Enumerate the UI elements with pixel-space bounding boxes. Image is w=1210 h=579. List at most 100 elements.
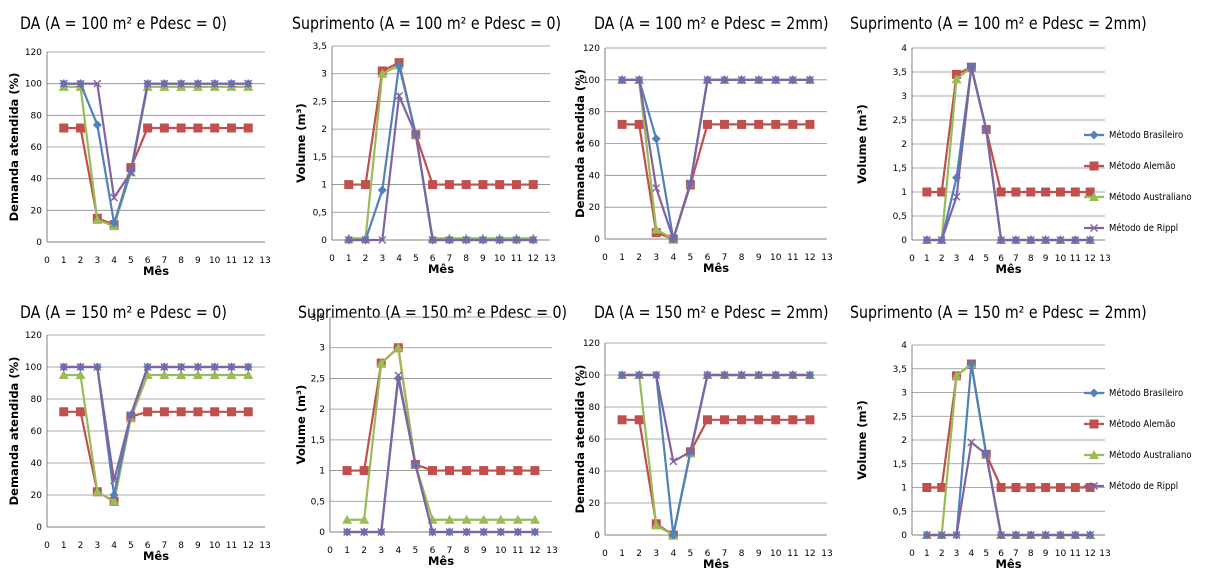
x-axis-label: Mês: [703, 261, 729, 275]
series-triangle: [617, 370, 815, 539]
series-diamond: [922, 62, 1095, 245]
x-tick-label: 11: [1070, 549, 1081, 559]
legend-marker: [1089, 130, 1099, 140]
x-tick-label: 7: [162, 256, 168, 266]
x-axis-label: Mês: [995, 557, 1021, 571]
y-tick-label: 120: [25, 48, 42, 58]
legend-marker: [1089, 388, 1099, 398]
series-line: [348, 65, 534, 242]
legend-label: Método Australiano: [1109, 191, 1192, 203]
x-tick-label: 6: [998, 549, 1004, 559]
x-tick-label: 8: [178, 541, 184, 551]
data-point: [618, 371, 627, 379]
y-tick-label: 0: [594, 531, 600, 541]
chart-plot: 00,511,522,533,50 1 2 3 4 5 6 7 8 9 10 11 12 13MêsVol…: [294, 42, 556, 276]
data-point: [210, 79, 219, 88]
data-point: [160, 363, 169, 371]
data-point: [1026, 187, 1036, 197]
series-x: [59, 363, 253, 485]
y-tick-label: 2,5: [311, 374, 325, 384]
data-point: [1041, 483, 1051, 492]
data-point: [788, 75, 797, 84]
x-tick-label: 11: [226, 256, 237, 266]
y-axis-label: Volume (m³): [294, 103, 308, 183]
data-point: [1041, 236, 1050, 244]
data-point: [411, 130, 420, 139]
legend-label: Método Brasileiro: [1109, 387, 1184, 399]
data-point: [428, 236, 437, 244]
y-tick-label: 120: [583, 339, 600, 349]
data-point: [92, 214, 103, 224]
series-square: [617, 119, 815, 244]
x-tick-label: 5: [413, 546, 419, 556]
data-point: [444, 514, 455, 524]
x-tick-label: 13: [1099, 254, 1110, 264]
data-point: [159, 407, 169, 417]
x-tick-label: 6: [705, 253, 711, 263]
data-point: [59, 363, 68, 371]
chart-plot: 00,511,522,533,50 1 2 3 4 5 6 7 8 9 10 11 12 13MêsVol…: [294, 313, 558, 568]
data-point: [428, 180, 438, 190]
x-tick-label: 3: [954, 549, 960, 559]
y-tick-label: 0,5: [893, 212, 907, 222]
legend-marker-australiano-icon: [1084, 450, 1104, 459]
legend-marker-australiano-icon: [1084, 192, 1104, 201]
data-point: [126, 168, 135, 177]
y-axis-label: Demanda atendida (%): [7, 73, 21, 222]
data-point: [967, 63, 976, 72]
x-tick-label: 9: [756, 549, 762, 559]
data-point: [462, 466, 472, 476]
x-tick-label: 11: [511, 254, 522, 264]
legend-marker-brasileiro-icon: [1084, 388, 1104, 398]
chart-plot: 00,511,522,533,540 1 2 3 4 5 6 7 8 9 10 11 12 13MêsVo…: [855, 44, 1111, 276]
data-point: [159, 370, 170, 379]
legend-label: Método de Rippl: [1109, 222, 1179, 234]
y-tick-label: 40: [31, 175, 43, 185]
legend-marker: [1089, 450, 1099, 459]
x-tick-label: 11: [226, 541, 237, 551]
chart-title: DA (A = 150 m² e Pdesc = 0): [20, 303, 227, 322]
data-point: [720, 119, 730, 129]
y-tick-label: 20: [589, 499, 601, 509]
y-tick-label: 1: [901, 484, 907, 494]
chart-title: DA (A = 100 m² e Pdesc = 0): [20, 14, 227, 33]
y-tick-label: 0,5: [311, 497, 325, 507]
x-tick-label: 13: [259, 256, 270, 266]
x-tick-label: 2: [363, 254, 369, 264]
chart-plot: 00,511,522,533,540 1 2 3 4 5 6 7 8 9 10 11 12 13MêsVo…: [855, 341, 1111, 571]
x-tick-label: 13: [259, 541, 270, 551]
data-point: [394, 371, 403, 380]
x-tick-label: 8: [1028, 254, 1034, 264]
x-tick-label: 10: [770, 549, 782, 559]
y-tick-label: 3,5: [893, 68, 907, 78]
y-tick-label: 1: [901, 188, 907, 198]
data-point: [461, 180, 471, 190]
chart-title: Suprimento (A = 100 m² e Pdesc = 0): [292, 14, 562, 33]
x-tick-label: 12: [804, 549, 815, 559]
data-point: [59, 407, 69, 417]
legend-item: Método Australiano: [1083, 190, 1206, 204]
y-tick-label: 3: [901, 92, 907, 102]
data-point: [634, 119, 644, 129]
legend-item: Método Brasileiro: [1083, 128, 1196, 142]
series-triangle: [617, 74, 815, 243]
x-tick-label: 4: [111, 256, 117, 266]
x-tick-label: 0: [329, 254, 335, 264]
x-tick-label: 3: [954, 254, 960, 264]
legend-item: Método Alemão: [1083, 159, 1187, 173]
chart-title: Suprimento (A = 150 m² e Pdesc = 2mm): [850, 303, 1147, 322]
data-point: [530, 528, 539, 536]
y-tick-label: 1,5: [311, 436, 325, 446]
legend-marker-rippl-icon: [1084, 482, 1104, 490]
data-point: [703, 371, 712, 379]
data-point: [982, 125, 991, 134]
x-tick-label: 5: [128, 256, 134, 266]
data-point: [754, 371, 763, 379]
x-tick-label: 1: [924, 254, 930, 264]
data-point: [193, 407, 203, 417]
series-x: [922, 438, 1095, 539]
data-point: [737, 415, 747, 425]
